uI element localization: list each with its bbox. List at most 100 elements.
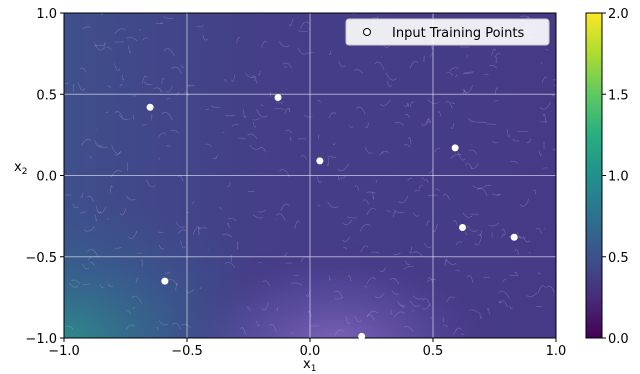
texture-stroke xyxy=(126,37,138,42)
texture-stroke xyxy=(393,311,405,318)
texture-stroke xyxy=(72,203,79,209)
texture-stroke xyxy=(187,84,191,88)
texture-stroke xyxy=(157,132,167,139)
x-axis-ticks: −1.0 −0.5 0.0 0.5 1.0 xyxy=(48,338,566,359)
texture-stroke xyxy=(252,214,264,219)
texture-stroke xyxy=(197,227,208,230)
texture-stroke xyxy=(259,147,267,153)
texture-stroke xyxy=(403,325,414,332)
texture-stroke xyxy=(95,215,98,222)
texture-stroke xyxy=(294,220,301,229)
texture-stroke xyxy=(283,251,288,257)
texture-stroke xyxy=(425,120,431,123)
texture-stroke xyxy=(196,25,205,28)
texture-stroke xyxy=(199,287,202,289)
texture-stroke xyxy=(231,124,239,127)
heatmap-field xyxy=(64,13,556,338)
texture-stroke xyxy=(366,191,376,194)
training-point xyxy=(459,224,467,231)
texture-stroke xyxy=(109,185,113,193)
colorbar-tick-label: 1.5 xyxy=(608,88,629,103)
texture-stroke xyxy=(192,226,201,235)
texture-stroke xyxy=(198,226,200,235)
texture-stroke xyxy=(354,315,362,323)
texture-stroke xyxy=(450,153,462,159)
texture-stroke xyxy=(258,70,261,76)
texture-stroke xyxy=(221,233,233,238)
texture-stroke xyxy=(492,193,500,196)
texture-stroke xyxy=(446,296,456,303)
texture-stroke xyxy=(488,222,500,227)
texture-stroke xyxy=(142,37,149,41)
texture-stroke xyxy=(89,261,95,266)
x-tick-label: 0.0 xyxy=(300,344,321,359)
texture-stroke xyxy=(176,92,180,96)
texture-stroke xyxy=(131,295,143,304)
texture-stroke xyxy=(466,275,474,283)
texture-stroke xyxy=(163,48,175,57)
texture-stroke xyxy=(135,277,139,284)
y-tick-label: −0.5 xyxy=(25,251,57,266)
texture-stroke xyxy=(426,278,437,283)
texture-stroke xyxy=(282,62,293,69)
texture-stroke xyxy=(451,123,455,130)
texture-stroke xyxy=(81,138,92,146)
texture-stroke xyxy=(125,195,136,201)
texture-stroke xyxy=(297,47,308,55)
texture-stroke xyxy=(381,151,384,154)
y-tick-label: 1.0 xyxy=(36,7,57,22)
texture-stroke xyxy=(284,108,291,115)
texture-stroke xyxy=(288,18,294,27)
texture-stroke xyxy=(327,156,337,159)
texture-stroke xyxy=(87,195,94,202)
texture-stroke xyxy=(426,220,430,226)
texture-stroke xyxy=(445,258,457,265)
texture-stroke xyxy=(421,177,426,182)
texture-stroke xyxy=(552,148,556,153)
texture-stroke xyxy=(95,205,102,214)
y-axis-ticks: −1.0 −0.5 0.0 0.5 1.0 xyxy=(25,7,64,347)
texture-stroke xyxy=(297,30,308,32)
texture-stroke xyxy=(114,28,126,35)
texture-stroke xyxy=(166,145,171,148)
texture-stroke xyxy=(285,129,292,134)
texture-stroke xyxy=(498,300,509,308)
texture-stroke xyxy=(512,138,520,142)
texture-stroke xyxy=(261,40,268,48)
texture-stroke xyxy=(498,301,503,304)
texture-stroke xyxy=(338,60,346,68)
texture-stroke xyxy=(179,240,186,249)
texture-stroke xyxy=(141,259,143,267)
y-tick-label: −1.0 xyxy=(25,332,57,347)
texture-stroke xyxy=(466,225,478,232)
texture-stroke xyxy=(453,327,462,335)
texture-stroke xyxy=(359,223,371,232)
texture-stroke xyxy=(501,233,505,239)
texture-stroke xyxy=(114,151,121,156)
texture-stroke xyxy=(393,211,396,218)
texture-stroke xyxy=(421,117,430,126)
texture-stroke xyxy=(453,220,458,226)
texture-stroke xyxy=(262,280,270,286)
texture-stroke xyxy=(425,179,429,183)
texture-stroke xyxy=(64,312,65,313)
training-point xyxy=(146,103,154,111)
training-point xyxy=(161,277,169,285)
texture-stroke xyxy=(103,42,106,50)
texture-stroke xyxy=(156,326,159,331)
texture-stroke xyxy=(528,251,531,254)
texture-stroke xyxy=(407,102,410,107)
texture-stroke xyxy=(119,208,127,216)
texture-stroke xyxy=(403,103,410,107)
texture-stroke xyxy=(165,85,173,93)
texture-stroke xyxy=(477,187,488,196)
texture-stroke xyxy=(428,168,434,174)
texture-stroke xyxy=(536,227,542,234)
texture-stroke xyxy=(170,129,180,134)
legend-box xyxy=(345,18,550,46)
texture-stroke xyxy=(363,285,368,289)
texture-stroke xyxy=(119,84,124,88)
texture-stroke xyxy=(337,163,349,172)
texture-stroke xyxy=(470,163,479,169)
texture-stroke xyxy=(537,285,546,294)
